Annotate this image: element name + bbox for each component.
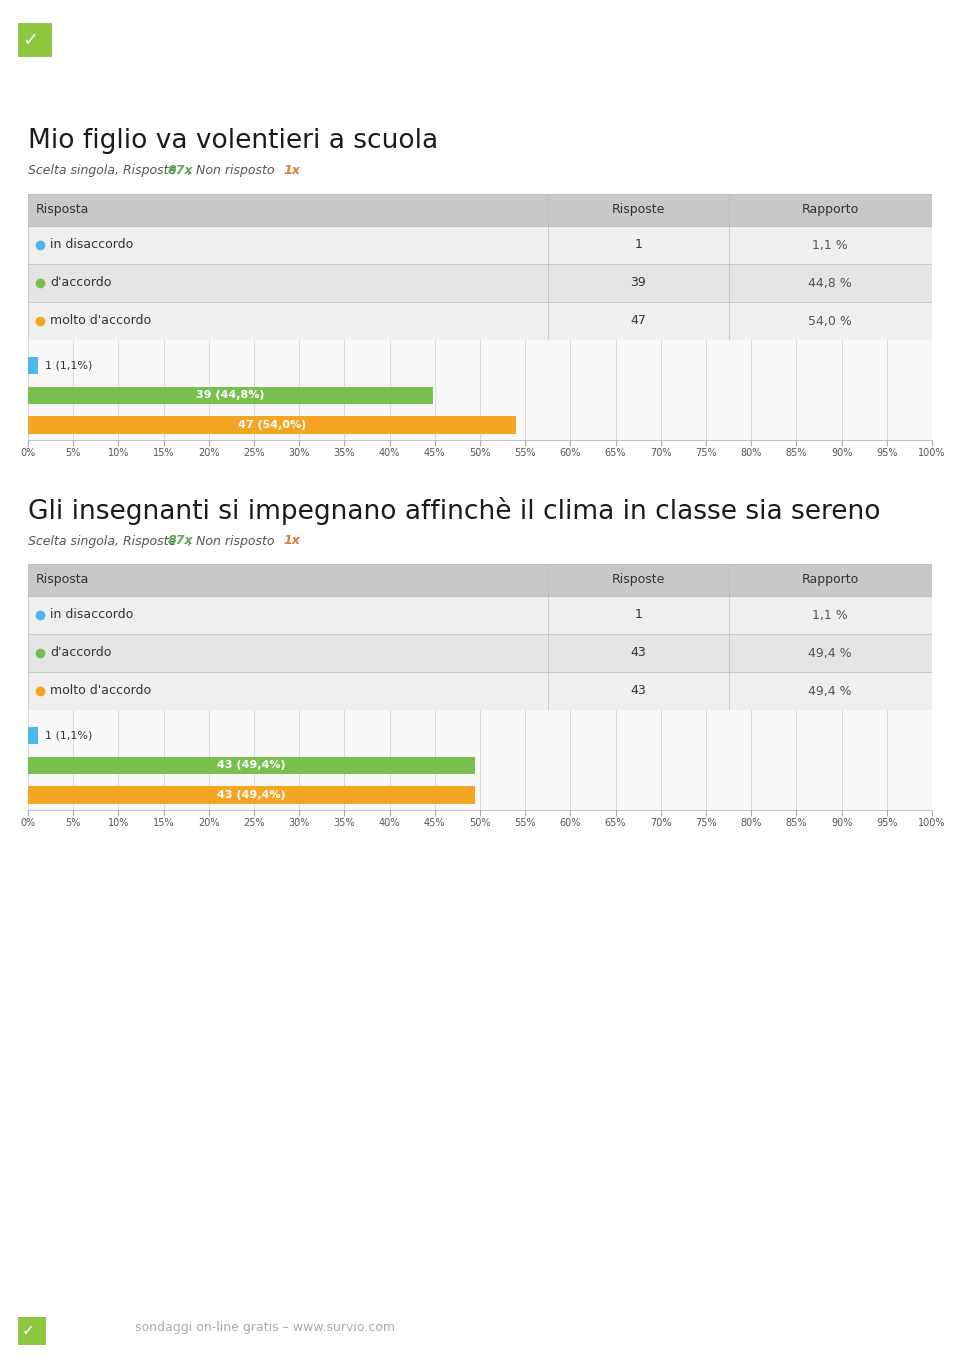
Text: Rapporto: Rapporto [802,573,859,587]
Text: 47: 47 [631,315,646,327]
Text: 47 (54,0%): 47 (54,0%) [238,420,306,430]
Text: survio: survio [60,26,142,50]
Text: 43 (49,4%): 43 (49,4%) [217,760,286,770]
Text: 49,4 %: 49,4 % [808,684,852,698]
Text: 1x: 1x [283,164,300,178]
Text: 54,0 %: 54,0 % [808,315,852,327]
Text: Gli insegnanti si impegnano affinchè il clima in classe sia sereno: Gli insegnanti si impegnano affinchè il … [28,497,880,526]
Text: d'accordo: d'accordo [50,646,111,660]
Text: Questionario genitori scuola dell'infanzia: Questionario genitori scuola dell'infanz… [620,31,942,45]
Bar [28,194,932,225]
Text: ✓: ✓ [22,1324,35,1339]
Bar [18,1317,46,1344]
Text: d'accordo: d'accordo [50,277,111,289]
Bar [28,417,516,433]
Bar [28,672,932,710]
Text: 1,1 %: 1,1 % [812,608,849,622]
Text: 44,8 %: 44,8 % [808,277,852,289]
Text: 18: 18 [923,1321,942,1335]
Bar [28,301,932,340]
Bar [28,634,932,672]
Text: in disaccordo: in disaccordo [50,239,133,251]
Bar [28,263,932,301]
Text: Risposta: Risposta [36,204,89,216]
Text: Risposte: Risposte [612,204,665,216]
Bar [28,357,38,373]
Text: Scelta singola, Risposte: Scelta singola, Risposte [28,164,180,178]
Text: Rapporto: Rapporto [802,204,859,216]
Text: 1x: 1x [283,535,300,547]
Text: survio: survio [52,1319,115,1338]
Text: 1: 1 [635,239,642,251]
Text: in disaccordo: in disaccordo [50,608,133,622]
Text: 87x: 87x [168,535,194,547]
Text: Risposta: Risposta [36,573,89,587]
Text: sondaggi on-line gratis – www.survio.com: sondaggi on-line gratis – www.survio.com [135,1321,395,1335]
Bar [28,786,474,804]
Bar [28,564,932,596]
Text: 1: 1 [635,608,642,622]
Text: 39: 39 [631,277,646,289]
Bar [28,756,474,774]
Text: , Non risposto: , Non risposto [188,164,278,178]
Text: molto d'accordo: molto d'accordo [50,315,151,327]
Text: 39 (44,8%): 39 (44,8%) [196,390,265,401]
Text: 1 (1,1%): 1 (1,1%) [45,360,92,371]
Bar [28,596,932,634]
Text: Mio figlio va volentieri a scuola: Mio figlio va volentieri a scuola [28,128,438,153]
Text: , Non risposto: , Non risposto [188,535,278,547]
Bar [28,387,433,403]
Text: 43: 43 [631,684,646,698]
Bar [18,23,52,57]
Text: 1,1 %: 1,1 % [812,239,849,251]
Bar [28,727,38,744]
Text: ✓: ✓ [22,30,38,49]
Text: 43 (49,4%): 43 (49,4%) [217,790,286,800]
Text: molto d'accordo: molto d'accordo [50,684,151,698]
Text: 1 (1,1%): 1 (1,1%) [45,731,92,740]
Text: Scelta singola, Risposte: Scelta singola, Risposte [28,535,180,547]
Bar [28,225,932,263]
Text: 43: 43 [631,646,646,660]
Text: Risposte: Risposte [612,573,665,587]
Text: 49,4 %: 49,4 % [808,646,852,660]
Text: 87x: 87x [168,164,194,178]
